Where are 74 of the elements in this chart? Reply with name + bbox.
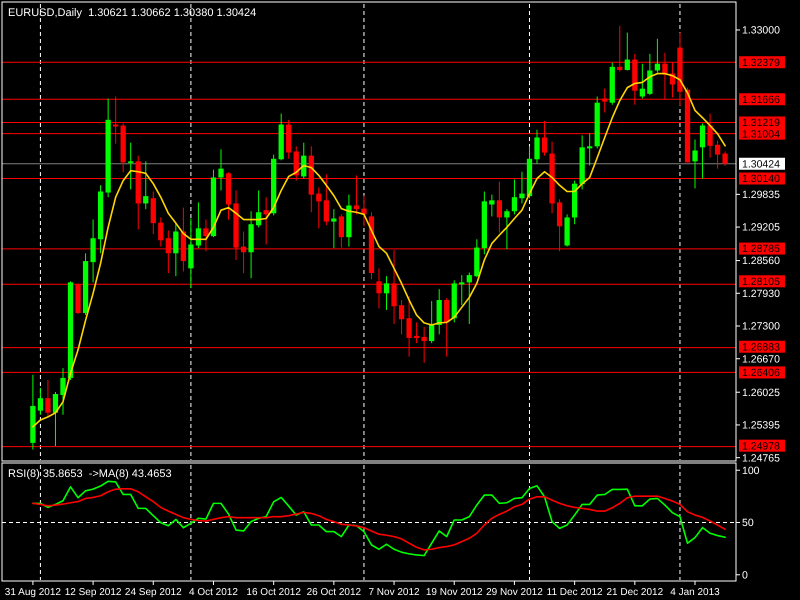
x-tick-label: 12 Sep 2012 <box>64 587 122 598</box>
candlestick <box>414 322 420 344</box>
y-tick-label: 100 <box>742 464 760 477</box>
candlestick <box>700 122 706 180</box>
y-tick-label: 1.33000 <box>742 24 780 37</box>
ref-line-label: 1.28785 <box>742 243 780 256</box>
y-tick-label: 1.27930 <box>742 288 780 300</box>
y-tick-label: 1.26025 <box>742 386 780 399</box>
ref-line-label: 1.26406 <box>742 367 780 380</box>
candlestick <box>624 32 630 71</box>
y-tick-label: 50 <box>742 517 754 530</box>
x-tick-label: 31 Aug 2012 <box>4 587 62 598</box>
candlestick <box>384 276 390 310</box>
y-tick-label: 1.25395 <box>742 420 780 432</box>
candlestick <box>301 142 306 180</box>
chart-title: RSI(8) 35.8653 ->MA(8) 43.4653 <box>8 468 172 480</box>
ref-line-label: 1.31219 <box>742 117 780 130</box>
candlestick <box>38 387 44 416</box>
candlestick <box>512 179 518 215</box>
candlestick <box>640 63 645 100</box>
candlestick <box>173 222 178 277</box>
candlestick <box>128 142 134 190</box>
ref-line-label: 1.31004 <box>742 128 780 140</box>
candlestick <box>218 148 224 191</box>
candlestick <box>459 274 464 306</box>
candlestick <box>722 150 728 167</box>
candlestick <box>504 208 510 250</box>
line-series <box>32 488 726 551</box>
candlestick <box>466 272 472 324</box>
candlestick <box>316 186 322 229</box>
x-tick-label: 24 Sep 2012 <box>124 587 182 598</box>
candlestick <box>188 218 194 289</box>
y-tick-label: 1.28560 <box>742 255 780 268</box>
y-tick-label: 0 <box>742 569 748 582</box>
candlestick <box>331 208 336 249</box>
x-tick-label: 21 Dec 2012 <box>606 587 664 598</box>
y-tick-label: 1.29835 <box>742 189 780 202</box>
ref-line-label: 1.30140 <box>742 173 780 186</box>
candlestick <box>496 181 502 234</box>
candlestick <box>489 194 494 217</box>
x-tick-label: 4 Jan 2013 <box>670 587 720 598</box>
candlestick <box>45 380 51 418</box>
x-tick-label: 29 Nov 2012 <box>486 587 544 598</box>
candlestick <box>587 132 592 166</box>
y-tick-label: 1.29205 <box>742 222 780 234</box>
candlestick <box>647 53 652 96</box>
ref-line-label: 1.28105 <box>742 276 780 288</box>
ref-line-label: 1.32379 <box>742 56 780 69</box>
candlestick <box>398 300 404 335</box>
chart-title: EURUSD,Daily 1.30621 1.30662 1.30380 1.30424 <box>8 7 256 19</box>
ref-line-label: 1.31666 <box>742 94 780 106</box>
ref-line-label: 1.30424 <box>742 158 780 170</box>
candlestick <box>714 140 720 170</box>
y-tick-label: 1.27300 <box>742 320 780 333</box>
candlestick <box>143 160 148 210</box>
line-series <box>32 480 726 556</box>
candlestick <box>264 196 269 245</box>
y-tick-label: 1.24765 <box>742 452 780 464</box>
candlestick <box>519 171 525 204</box>
y-tick-label: 1.26670 <box>742 353 780 366</box>
x-tick-label: 26 Oct 2012 <box>306 587 362 598</box>
x-tick-label: 11 Dec 2012 <box>546 587 604 598</box>
candlestick <box>534 129 540 164</box>
candlestick <box>90 219 96 283</box>
ref-line-label: 1.24978 <box>742 440 780 452</box>
candlestick <box>429 300 434 344</box>
candlestick <box>654 38 660 74</box>
candlestick <box>692 139 698 189</box>
x-tick-label: 4 Oct 2012 <box>189 587 238 598</box>
x-tick-label: 19 Nov 2012 <box>426 587 484 598</box>
ref-line-label: 1.26883 <box>742 341 780 354</box>
x-tick-label: 7 Nov 2012 <box>368 587 420 598</box>
x-tick-label: 16 Oct 2012 <box>246 587 302 598</box>
candlestick <box>158 216 164 248</box>
